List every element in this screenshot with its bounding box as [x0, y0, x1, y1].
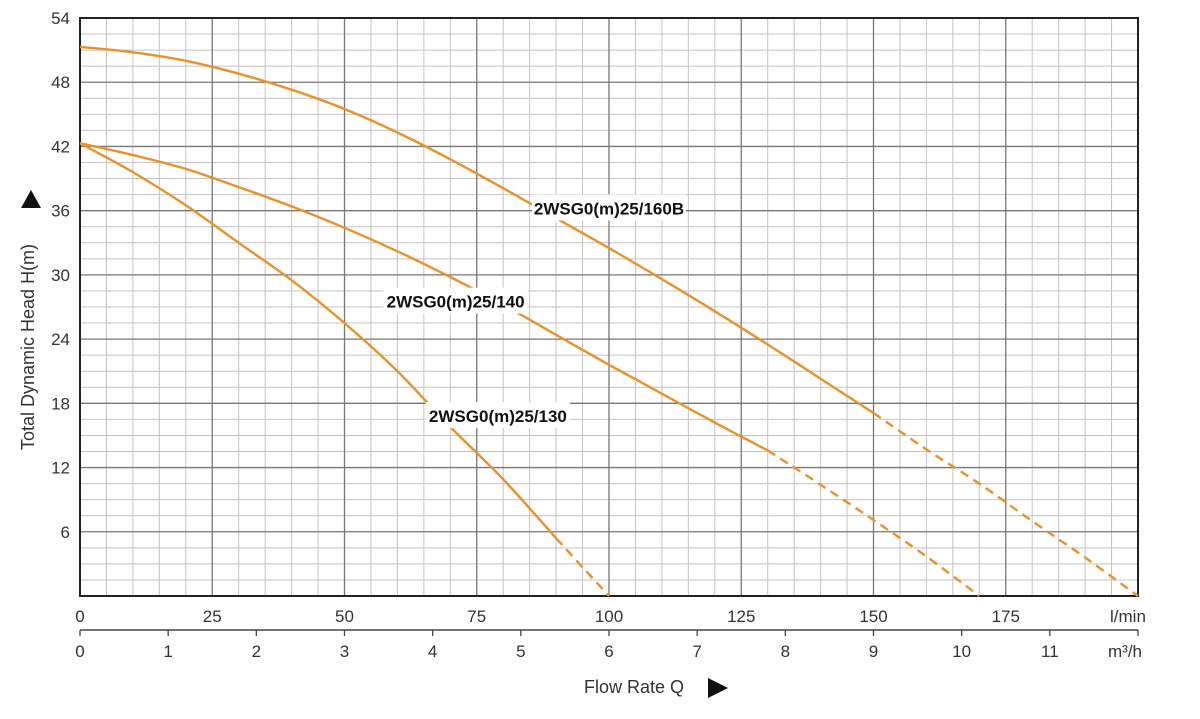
x-axis-arrow-icon	[708, 678, 728, 698]
y-tick-label: 24	[51, 330, 70, 349]
x-tick-label-lmin: 150	[859, 607, 887, 626]
y-tick-label: 30	[51, 266, 70, 285]
x-tick-label-m3h: 4	[428, 642, 437, 661]
curve-label-1: 2WSG0(m)25/160B	[534, 200, 684, 219]
curve-label-background	[383, 287, 528, 314]
series-line-dashed-3	[555, 537, 610, 597]
x-tick-label-m3h: 11	[1041, 642, 1059, 661]
curve-label-2: 2WSG0(m)25/140	[387, 293, 525, 312]
curve-label-background	[532, 194, 686, 221]
series-line-3	[79, 142, 557, 540]
x-tick-label-m3h: 5	[516, 642, 525, 661]
series-line-2	[79, 142, 769, 452]
curve-label-3: 2WSG0(m)25/130	[429, 407, 567, 426]
x-tick-label-lmin: 50	[335, 607, 354, 626]
x-tick-label-lmin: 125	[727, 607, 755, 626]
curve-labels: 2WSG0(m)25/160B 2WSG0(m)25/140 2WSG0(m)25/…	[383, 194, 686, 429]
x-tick-label-lmin: 25	[203, 607, 222, 626]
x-tick-label-m3h: 3	[340, 642, 349, 661]
series-line-dashed-2	[767, 449, 981, 597]
x-tick-label-lmin: 0	[75, 607, 84, 626]
x-tick-label-m3h: 0	[75, 642, 84, 661]
x-tick-label-lmin: 100	[595, 607, 623, 626]
y-tick-label: 18	[51, 394, 70, 413]
x-tick-label-m3h: 2	[252, 642, 261, 661]
y-tick-label: 6	[61, 523, 70, 542]
y-axis-arrow-icon	[21, 190, 41, 208]
x-tick-label-m3h: 10	[952, 642, 971, 661]
x-tick-label-m3h: 8	[781, 642, 790, 661]
x-tick-label-m3h: 9	[869, 642, 878, 661]
y-tick-label: 48	[51, 73, 70, 92]
y-axis-ticks: 6 12 18 24 30 36 42 48 54	[51, 9, 70, 542]
x-tick-label-lmin: 175	[992, 607, 1020, 626]
y-tick-label: 12	[51, 459, 70, 478]
curves	[79, 45, 1139, 597]
series-line-1	[79, 45, 875, 415]
x-axis-title: Flow Rate Q	[584, 677, 684, 697]
x-unit-m3h: m³/h	[1108, 642, 1142, 661]
x-tick-label-lmin: 75	[467, 607, 486, 626]
x-tick-label-m3h: 6	[604, 642, 613, 661]
x-unit-lmin: l/min	[1110, 607, 1146, 626]
y-tick-label: 36	[51, 202, 70, 221]
y-tick-label: 54	[51, 9, 70, 28]
x-tick-label-m3h: 7	[692, 642, 701, 661]
x-axis-ticks-m3h: 0 1 2 3 4 5 6 7 8 9 10 11	[75, 630, 1139, 661]
y-axis-title: Total Dynamic Head H(m)	[18, 244, 38, 450]
x-axis-ticks-lmin: 0 25 50 75 100 125 150 175	[75, 607, 1020, 626]
y-tick-label: 42	[51, 137, 70, 156]
x-tick-label-m3h: 1	[163, 642, 172, 661]
curve-label-background	[425, 402, 571, 429]
